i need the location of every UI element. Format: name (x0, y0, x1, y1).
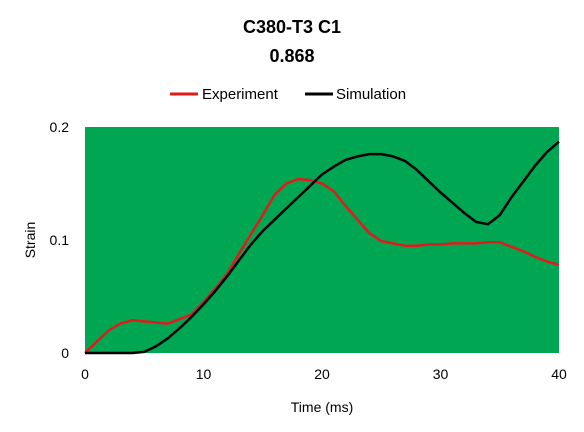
x-tick-label: 20 (314, 366, 330, 382)
chart-title: C380-T3 C1 (243, 17, 341, 37)
legend: Experiment Simulation (170, 86, 406, 103)
legend-label-experiment: Experiment (202, 86, 279, 103)
plot-area (85, 127, 559, 353)
y-tick-label: 0 (61, 345, 69, 361)
x-tick-label: 0 (81, 366, 89, 382)
tick-labels: 0 10 20 30 40 0 0.1 0.2 (50, 119, 567, 382)
series-line-simulation (85, 140, 560, 355)
series-layer (84, 140, 560, 355)
y-tick-label: 0.1 (50, 232, 70, 248)
y-axis-label: Strain (22, 222, 38, 259)
x-tick-label: 10 (196, 366, 212, 382)
x-tick-label: 40 (551, 366, 567, 382)
chart-subtitle: 0.868 (269, 46, 314, 66)
x-tick-label: 30 (433, 366, 449, 382)
y-tick-label: 0.2 (50, 119, 70, 135)
x-axis-label: Time (ms) (291, 399, 353, 415)
series-line-experiment (84, 177, 560, 354)
legend-label-simulation: Simulation (336, 86, 406, 103)
